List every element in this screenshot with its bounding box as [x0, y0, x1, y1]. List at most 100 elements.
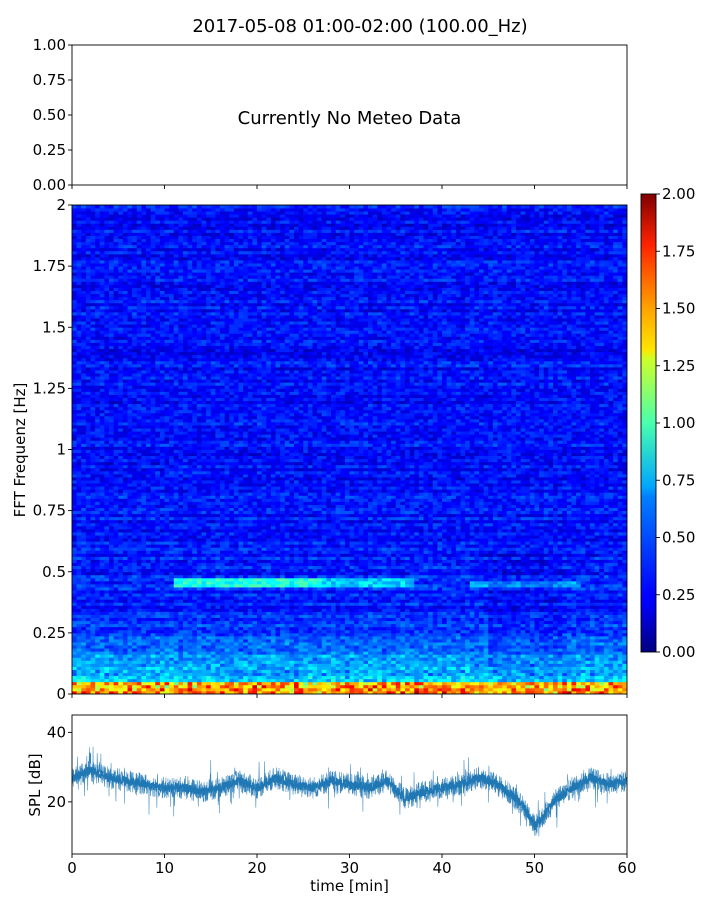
spectrogram-cell [266, 623, 272, 628]
spectrogram-cell [252, 626, 258, 631]
spectrogram-cell [557, 596, 563, 600]
spectrogram-cell [562, 629, 568, 634]
spectrogram-cell [529, 587, 535, 591]
spectrogram-cell [492, 681, 498, 686]
spectrogram-cell [210, 623, 216, 628]
spectrogram-cell [363, 614, 369, 618]
spectrogram-cell [428, 638, 434, 643]
spectrogram-cell [386, 666, 392, 670]
spectrogram-cell [90, 666, 96, 670]
spectrogram-cell [465, 593, 471, 597]
spectrogram-cell [127, 657, 133, 661]
spectrogram-cell [557, 617, 563, 622]
spectrogram-cell [446, 629, 452, 634]
spectrogram-cell [257, 687, 263, 692]
spectrogram-cell [539, 638, 545, 643]
spectrogram-cell [326, 617, 332, 622]
spectrogram-cell [358, 632, 364, 637]
spectrogram-cell [372, 623, 378, 628]
spectrogram-cell [76, 590, 82, 594]
spectrogram-cell [492, 684, 498, 689]
spectrogram-cell [455, 666, 461, 670]
spectrogram-cell [284, 623, 290, 628]
spectrogram-cell [90, 678, 96, 683]
spectrogram-cell [502, 605, 508, 609]
spectrogram-cell [534, 675, 540, 680]
spectrogram-cell [497, 690, 503, 694]
spectrogram-cell [418, 611, 424, 615]
spectrogram-cell [409, 614, 415, 618]
spectrogram-cell [492, 638, 498, 643]
spectrogram-cell [206, 675, 212, 680]
spectrogram-cell [233, 635, 239, 640]
spectrogram-cell [201, 669, 207, 674]
spectrogram-cell [215, 645, 221, 649]
spectrogram-cell [312, 611, 318, 615]
spectrogram-cell [363, 580, 369, 585]
spectrogram-cell [294, 690, 300, 694]
spectrogram-cell [90, 684, 96, 689]
spectrogram-cell [414, 577, 420, 582]
spectrogram-cell [391, 642, 397, 646]
spectrogram-cell [349, 599, 355, 603]
spectrogram-cell [405, 626, 411, 631]
spectrogram-cell [257, 663, 263, 667]
spectrogram-cell [132, 638, 138, 643]
spectrogram-cell [622, 577, 627, 582]
spectrogram-cell [243, 632, 249, 637]
spectrogram-cell [474, 571, 480, 576]
spectrogram-cell [266, 681, 272, 686]
spectrogram-cell [381, 678, 387, 683]
spectrogram-cell [141, 565, 147, 570]
spectrogram-cell [76, 577, 82, 582]
spectrogram-cell [506, 690, 512, 694]
spectrogram-cell [455, 599, 461, 603]
spectrogram-cell [529, 687, 535, 692]
spectrogram-cell [141, 629, 147, 634]
spectrogram-cell [90, 657, 96, 661]
spectrogram-cell [127, 611, 133, 615]
spectrogram-cell [118, 632, 124, 637]
spectrogram-cell [617, 690, 623, 694]
spectrogram-cell [164, 583, 170, 588]
spectrogram-cell [150, 590, 156, 594]
spectrogram-cell [465, 684, 471, 689]
spectrogram-cell [520, 623, 526, 628]
spectrogram-cell [178, 602, 184, 606]
spectrogram-cell [469, 678, 475, 683]
spectrogram-cell [469, 684, 475, 689]
spectrogram-cell [270, 580, 276, 585]
spectrogram-cell [155, 587, 161, 591]
spectrogram-cell [326, 648, 332, 652]
spectrogram-cell [321, 651, 327, 655]
spectrogram-cell [451, 568, 457, 573]
spectrogram-cell [224, 638, 230, 643]
spectrogram-cell [150, 602, 156, 606]
spectrogram-cell [307, 657, 313, 661]
spectrogram-cell [437, 687, 443, 692]
spectrogram-cell [173, 577, 179, 582]
spectrogram-cell [104, 611, 110, 615]
spectrogram-cell [261, 565, 267, 570]
spectrogram-cell [215, 565, 221, 570]
spectrogram-cell [141, 690, 147, 694]
spectrogram-cell [196, 690, 202, 694]
spectrogram-cell [164, 611, 170, 615]
spectrogram-cell [608, 632, 614, 637]
spectrogram-cell [238, 587, 244, 591]
spectrogram-cell [553, 672, 559, 677]
spectrogram-cell [363, 620, 369, 625]
spectrogram-cell [243, 675, 249, 680]
spectrogram-cell [210, 666, 216, 670]
spectrogram-cell [437, 593, 443, 597]
spectrogram-cell [428, 602, 434, 606]
spectrogram-cell [257, 620, 263, 625]
spectrogram-cell [173, 645, 179, 649]
spectrogram-cell [76, 632, 82, 637]
spectrogram-cell [159, 648, 165, 652]
spectrogram-cell [437, 672, 443, 677]
spectrogram-cell [488, 645, 494, 649]
spectrogram-cell [317, 648, 323, 652]
spectrogram-cell [261, 602, 267, 606]
spectrogram-cell [136, 596, 142, 600]
